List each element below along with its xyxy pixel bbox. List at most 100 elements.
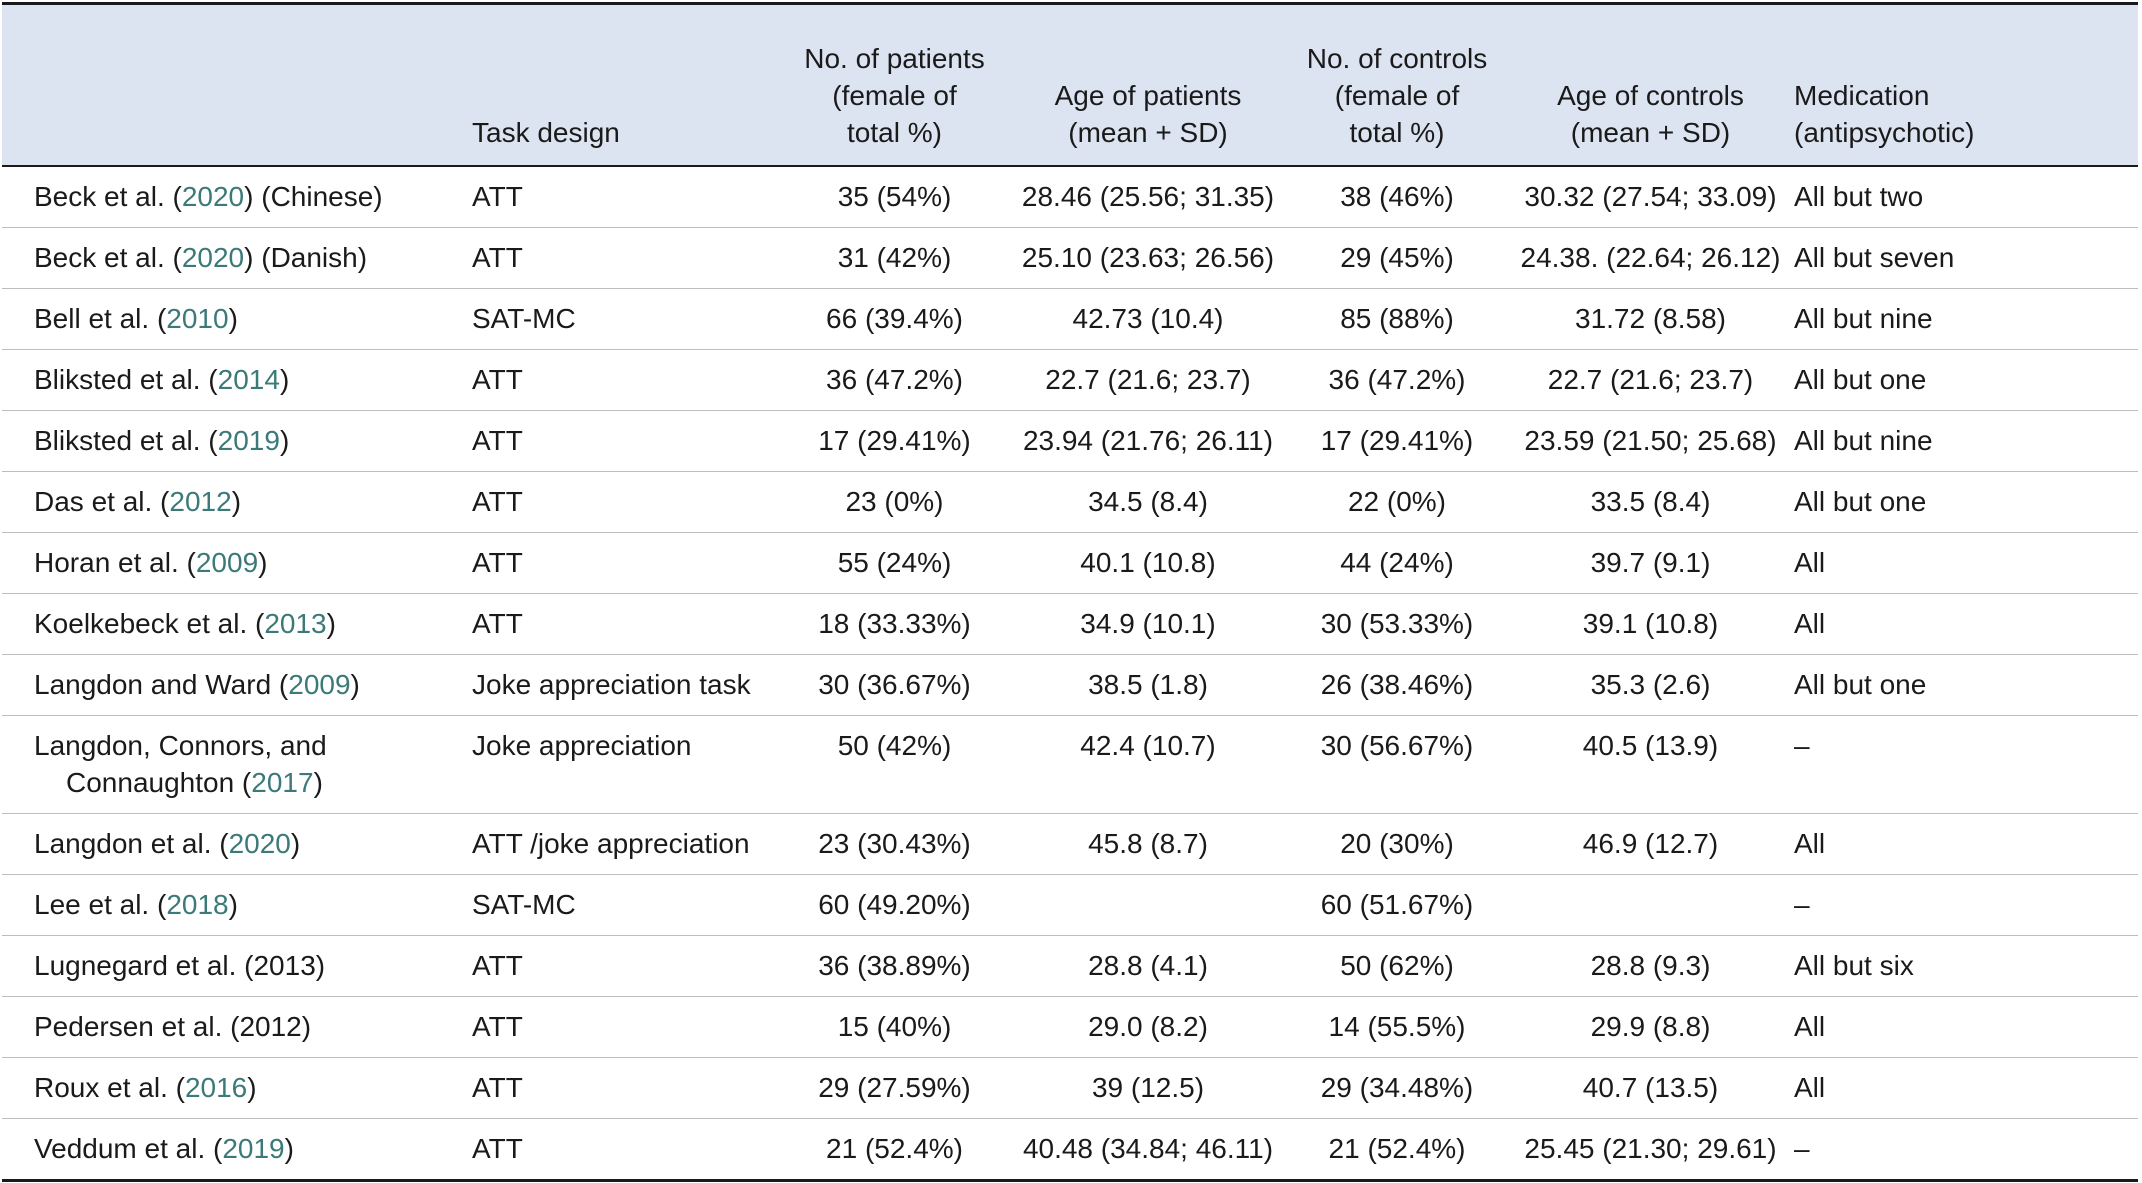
table-row: Bell et al. (2010) SAT-MC 66 (39.4%) 42.73 … [2,288,2138,350]
table-row: Pedersen et al. (2012) ATT 15 (40%) 29.0 (8… [2,996,2138,1058]
cell-medication: All but one [1786,349,2138,411]
header-line: Medication [1794,80,1930,111]
cell-age-of-controls: 24.38. (22.64; 26.12) [1515,227,1786,289]
citation-year-link[interactable]: 2012 [169,486,232,517]
study-name: Beck et al. ( [34,181,182,212]
cell-task-design: ATT [472,1133,523,1164]
cell-age-of-patients: 25.10 (23.63; 26.56) [1017,227,1279,289]
cell-age-of-patients: 42.73 (10.4) [1017,288,1279,350]
cell-no-of-controls: 17 (29.41%) [1279,410,1515,472]
cell-no-of-patients: 35 (54%) [772,166,1017,228]
cell-no-of-controls: 26 (38.46%) [1279,654,1515,716]
study-name-suffix: ) [247,1072,257,1103]
cell-age-of-patients: 34.9 (10.1) [1017,593,1279,655]
study-name: Veddum et al. ( [34,1133,223,1164]
header-age-of-controls: Age of controls (mean + SD) [1515,4,1786,167]
cell-task-design: ATT [472,532,772,594]
cell-medication: All [1786,593,2138,655]
cell-no-of-patients: 23 (0%) [772,471,1017,533]
cell-no-of-controls: 50 (62%) [1279,935,1515,997]
study-name: Bell et al. ( [34,303,167,334]
cell-no-of-controls: 38 (46%) [1279,166,1515,228]
cell-age-of-controls: 25.45 (21.30; 29.61) [1524,1133,1777,1164]
cell-age-of-patients: 42.4 (10.7) [1017,715,1279,814]
study-line: Connaughton (2017) [34,764,472,801]
citation-year-link[interactable]: 2009 [195,547,259,578]
table-row: Langdon et al. (2020) ATT /joke appreciat… [2,813,2138,875]
cell-age-of-controls: 40.5 (13.9) [1515,715,1786,814]
cell-age-of-controls: 40.7 (13.5) [1515,1057,1786,1119]
cell-task-design: ATT [472,410,772,472]
cell-age-of-patients: 40.1 (10.8) [1017,532,1279,594]
cell-study: Veddum et al. (2019) [2,1119,472,1181]
study-name: Bliksted et al. ( [34,425,218,456]
cell-task-design: Joke appreciation [472,715,772,814]
cell-medication: All [1786,532,2138,594]
cell-no-of-patients: 36 (47.2%) [772,349,1017,411]
citation-year-link[interactable]: 2018 [166,889,229,920]
citation-year-link[interactable]: 2013 [264,608,327,639]
study-name-suffix: ) [350,669,360,700]
table-row: Lugnegard et al. (2013) ATT 36 (38.89%) 28.… [2,935,2138,997]
cell-no-of-patients: 30 (36.67%) [772,654,1017,716]
study-name: Roux et al. ( [34,1072,185,1103]
study-name-suffix: ) [284,1133,294,1164]
cell-age-of-patients: 23.94 (21.76; 26.11) [1017,410,1279,472]
citation-year-link[interactable]: 2009 [288,669,351,700]
table-row: Bliksted et al. (2014) ATT 36 (47.2%) 22.7 … [2,349,2138,411]
citation-year-link[interactable]: 2017 [251,767,314,798]
cell-age-of-controls: 31.72 (8.58) [1515,288,1786,350]
header-medication: Medication (antipsychotic) [1786,4,2138,167]
cell-medication: All but six [1786,935,2138,997]
header-line: (mean + SD) [1068,117,1228,148]
table-header: Task design No. of patients (female of t… [2,3,2138,167]
cell-task-design: SAT-MC [472,874,772,936]
table-row: Langdon and Ward (2009) Joke appreciation… [2,654,2138,716]
cell-no-of-patients: 66 (39.4%) [772,288,1017,350]
cell-no-of-patients: 23 (30.43%) [772,813,1017,875]
table-row: Veddum et al. (2019) ATT 21 (52.4%) 40.48 (… [2,1119,2138,1181]
cell-no-of-patients: 36 (38.89%) [772,935,1017,997]
citation-year-link[interactable]: 2016 [184,1072,248,1103]
cell-medication: All but nine [1786,288,2138,350]
cell-no-of-controls: 14 (55.5%) [1279,996,1515,1058]
citation-year-link[interactable]: 2020 [181,181,245,212]
cell-task-design: SAT-MC [472,288,772,350]
table-row: Das et al. (2012) ATT 23 (0%) 34.5 (8.4) 22 … [2,471,2138,533]
cell-no-of-controls: 22 (0%) [1279,471,1515,533]
table-row: Roux et al. (2016) ATT 29 (27.59%) 39 (12.5… [2,1057,2138,1119]
cell-age-of-patients: 34.5 (8.4) [1017,471,1279,533]
cell-medication: – [1794,1133,1810,1164]
cell-age-of-patients: 40.48 (34.84; 46.11) [1022,1133,1274,1164]
citation-year-link[interactable]: 2014 [217,364,280,395]
citation-year-link[interactable]: 2020 [181,242,245,273]
cell-task-design: ATT /joke appreciation [472,813,772,875]
study-name: Connaughton ( [66,767,252,798]
cell-no-of-controls: 60 (51.67%) [1279,874,1515,936]
citation-year-link[interactable]: 2019 [222,1133,285,1164]
header-study [2,4,472,167]
study-name-suffix: ) [313,767,323,798]
citation-year-link[interactable]: 2020 [228,828,291,859]
header-no-of-patients: No. of patients (female of total %) [772,4,1017,167]
header-line: (female of [1334,80,1460,111]
cell-age-of-controls: 28.8 (9.3) [1515,935,1786,997]
cell-age-of-controls: 39.1 (10.8) [1515,593,1786,655]
header-row: Task design No. of patients (female of t… [2,3,2138,167]
study-name: Pedersen et al. (2012) [34,1011,312,1042]
study-name: Lee et al. ( [34,889,167,920]
cell-no-of-controls: 85 (88%) [1279,288,1515,350]
cell-no-of-patients: 17 (29.41%) [772,410,1017,472]
study-name-suffix: ) (Chinese) [244,181,383,212]
cell-study: Lugnegard et al. (2013) [2,935,472,997]
cell-no-of-patients: 50 (42%) [772,715,1017,814]
header-line: total %) [847,117,942,148]
cell-age-of-controls: 23.59 (21.50; 25.68) [1515,410,1786,472]
citation-year-link[interactable]: 2010 [166,303,229,334]
cell-age-of-controls: 39.7 (9.1) [1515,532,1786,594]
cell-no-of-controls: 44 (24%) [1279,532,1515,594]
cell-task-design: ATT [472,593,772,655]
citation-year-link[interactable]: 2019 [217,425,280,456]
cell-no-of-patients: 18 (33.33%) [772,593,1017,655]
